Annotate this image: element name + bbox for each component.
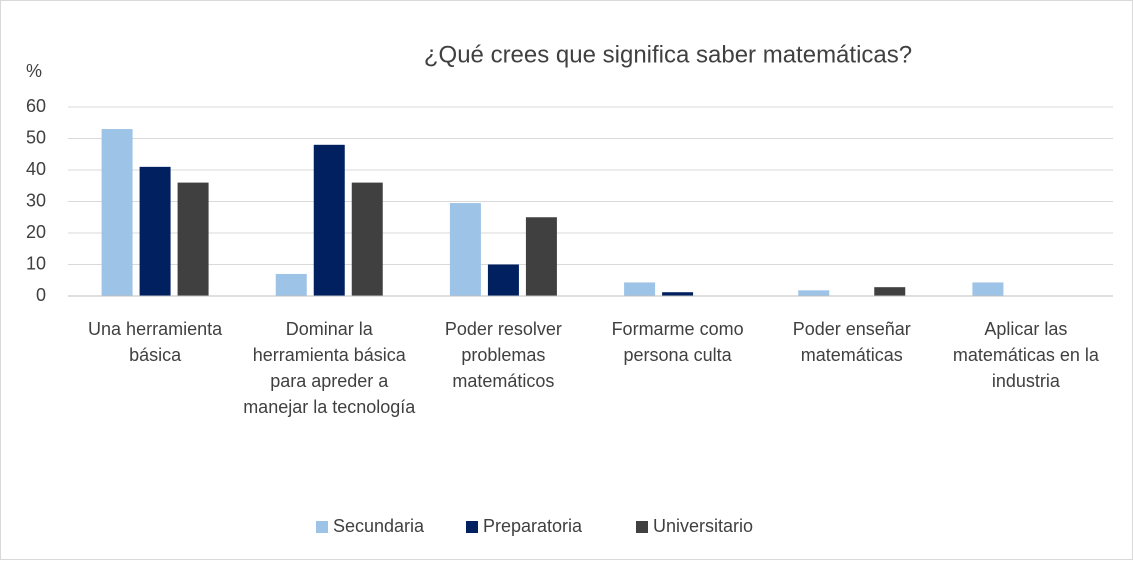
bar	[874, 287, 906, 296]
y-axis-label: %	[26, 61, 42, 81]
legend-swatch	[636, 521, 648, 533]
x-tick-label-box: Poder resolver problemas matemáticos	[444, 319, 562, 391]
x-tick-label: Dominar la herramienta básica para apred…	[243, 319, 416, 417]
y-tick-label: 20	[26, 222, 46, 242]
bar	[139, 166, 171, 296]
legend-swatch	[316, 521, 328, 533]
bar	[972, 282, 1004, 296]
bar	[798, 290, 830, 296]
legend-label: Universitario	[653, 516, 753, 536]
legend-swatch	[466, 521, 478, 533]
x-tick-label-box: Poder enseñar matemáticas	[792, 319, 911, 365]
bar	[177, 182, 209, 296]
chart-title: ¿Qué crees que significa saber matemátic…	[424, 41, 912, 68]
bar	[487, 264, 519, 296]
bar	[624, 282, 656, 296]
y-tick-label: 60	[26, 96, 46, 116]
bar	[351, 182, 383, 296]
bar	[313, 144, 345, 296]
y-tick-label: 10	[26, 253, 46, 273]
x-tick-label-box: Una herramienta básica	[88, 319, 223, 365]
y-tick-label: 0	[36, 285, 46, 305]
x-tick-label: Formarme como persona culta	[611, 319, 744, 365]
x-tick-label: Poder resolver problemas matemáticos	[444, 319, 562, 391]
x-tick-label: Poder enseñar matemáticas	[792, 319, 911, 365]
bar	[662, 292, 694, 296]
legend-label: Secundaria	[333, 516, 425, 536]
x-tick-label-box: Formarme como persona culta	[611, 319, 744, 365]
bar	[101, 129, 133, 296]
x-tick-label-box: Aplicar las matemáticas en la industria	[952, 319, 1099, 391]
y-tick-label: 40	[26, 159, 46, 179]
x-tick-label: Una herramienta básica	[88, 319, 223, 365]
y-tick-label: 50	[26, 127, 46, 147]
legend-label: Preparatoria	[483, 516, 583, 536]
x-tick-label-box: Dominar la herramienta básica para apred…	[243, 319, 416, 417]
bar	[449, 203, 481, 296]
bar	[525, 217, 557, 296]
x-tick-label: Aplicar las matemáticas en la industria	[952, 319, 1099, 391]
bar	[275, 273, 307, 296]
y-tick-label: 30	[26, 190, 46, 210]
